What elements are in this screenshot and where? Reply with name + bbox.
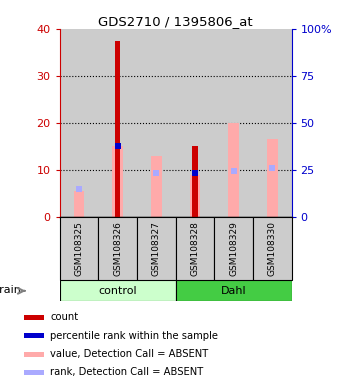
Bar: [228, 123, 239, 217]
Text: percentile rank within the sample: percentile rank within the sample: [50, 331, 218, 341]
Bar: [192, 146, 198, 217]
Bar: [137, 29, 176, 217]
Text: Dahl: Dahl: [221, 286, 247, 296]
Text: control: control: [98, 286, 137, 296]
Text: GSM108327: GSM108327: [152, 221, 161, 276]
Point: [153, 170, 159, 176]
Text: count: count: [50, 312, 78, 322]
Text: GSM108329: GSM108329: [229, 221, 238, 276]
Text: strain: strain: [0, 285, 21, 295]
Bar: [115, 41, 120, 217]
Bar: [190, 175, 201, 217]
Bar: [60, 280, 176, 301]
Bar: [98, 217, 137, 280]
Bar: [24, 352, 44, 356]
Bar: [176, 29, 214, 217]
Bar: [24, 315, 44, 319]
Bar: [253, 29, 292, 217]
Bar: [60, 29, 98, 217]
Point: [231, 168, 236, 174]
Bar: [151, 156, 162, 217]
Bar: [176, 217, 214, 280]
Title: GDS2710 / 1395806_at: GDS2710 / 1395806_at: [98, 15, 253, 28]
Point: [76, 186, 82, 192]
Point: [269, 164, 275, 170]
Bar: [267, 139, 278, 217]
Bar: [60, 217, 98, 280]
Text: value, Detection Call = ABSENT: value, Detection Call = ABSENT: [50, 349, 208, 359]
Bar: [214, 217, 253, 280]
Bar: [176, 280, 292, 301]
Bar: [98, 29, 137, 217]
Bar: [214, 29, 253, 217]
Bar: [24, 370, 44, 375]
Bar: [24, 333, 44, 338]
Text: GSM108330: GSM108330: [268, 221, 277, 276]
Text: GSM108328: GSM108328: [190, 221, 199, 276]
Bar: [253, 217, 292, 280]
Point: [115, 143, 120, 149]
Text: GSM108325: GSM108325: [74, 221, 84, 276]
Text: rank, Detection Call = ABSENT: rank, Detection Call = ABSENT: [50, 367, 204, 377]
Bar: [137, 217, 176, 280]
Text: GSM108326: GSM108326: [113, 221, 122, 276]
Bar: [112, 146, 123, 217]
Point: [192, 170, 198, 176]
Bar: [74, 191, 85, 217]
